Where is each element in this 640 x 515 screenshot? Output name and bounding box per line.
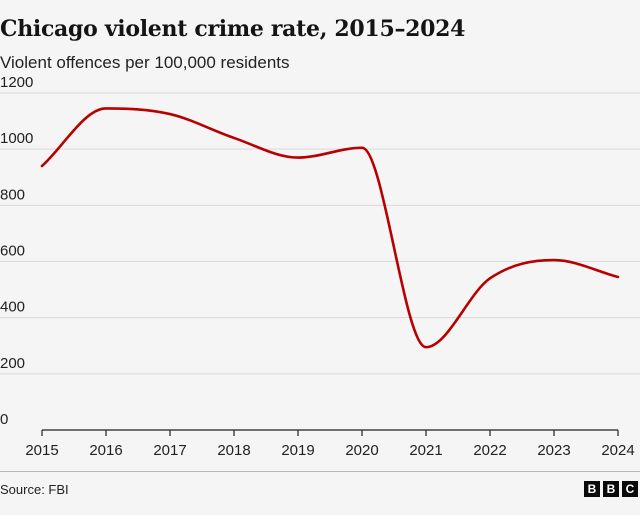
- y-tick-label: 1200: [0, 74, 33, 91]
- y-axis-tick-labels: 0 200 400 600 800 1000 1200: [0, 74, 33, 428]
- x-tick-label: 2018: [217, 442, 250, 459]
- bbc-logo-letter: C: [622, 481, 638, 497]
- chart-title: Chicago violent crime rate, 2015–2024: [0, 16, 466, 42]
- y-tick-label: 400: [0, 299, 25, 316]
- x-tick-label: 2019: [281, 442, 314, 459]
- x-tick-label: 2015: [25, 442, 58, 459]
- bbc-logo-letter: B: [603, 481, 619, 497]
- x-tick-label: 2023: [537, 442, 570, 459]
- source-divider: [0, 471, 640, 472]
- x-tick-label: 2021: [409, 442, 442, 459]
- x-tick-label: 2016: [89, 442, 122, 459]
- y-tick-label: 200: [0, 355, 25, 372]
- x-tick-label: 2020: [345, 442, 378, 459]
- chart-subtitle: Violent offences per 100,000 residents: [0, 53, 290, 72]
- x-tick-label: 2022: [473, 442, 506, 459]
- series-lines: [40, 107, 620, 349]
- y-tick-label: 800: [0, 186, 25, 203]
- x-tick-label: 2017: [153, 442, 186, 459]
- y-tick-label: 0: [0, 411, 8, 428]
- y-tick-label: 1000: [0, 130, 33, 147]
- x-tick-label: 2024: [601, 442, 634, 459]
- gridlines: [0, 92, 640, 375]
- y-tick-label: 600: [0, 243, 25, 260]
- bbc-logo-letter: B: [584, 481, 600, 497]
- source-note: Source: FBI: [0, 482, 69, 497]
- series-line: [40, 107, 620, 349]
- x-axis: 2015 2016 2017 2018 2019 2020 2021 2022 2023 2024: [25, 429, 635, 459]
- bbc-logo: B B C: [584, 481, 638, 497]
